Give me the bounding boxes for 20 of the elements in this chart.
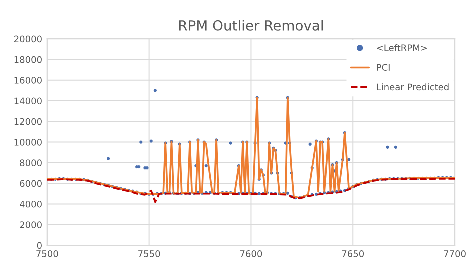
y-tick-label: 2000 bbox=[20, 222, 42, 228]
y-tick-label: 4000 bbox=[20, 200, 42, 208]
y-tick-label: 10000 bbox=[14, 139, 42, 146]
x-tick-label: 7700 bbox=[444, 250, 466, 258]
chart-title: RPM Outlier Removal bbox=[179, 20, 324, 31]
y-tick-label: 20000 bbox=[14, 36, 42, 43]
legend-label: <LeftRPM> bbox=[377, 44, 427, 52]
x-tick-label: 7500 bbox=[36, 250, 58, 258]
y-tick-label: 0 bbox=[37, 242, 42, 250]
legend-label: PCI bbox=[377, 64, 390, 72]
y-tick-label: 8000 bbox=[20, 160, 42, 166]
y-tick-label: 12000 bbox=[14, 118, 42, 126]
legend-label: Linear Predicted bbox=[377, 84, 449, 91]
y-tick-label: 16000 bbox=[14, 77, 42, 84]
x-tick-label: 7600 bbox=[240, 250, 262, 258]
y-tick-label: 6000 bbox=[20, 180, 42, 188]
x-tick-label: 7650 bbox=[342, 250, 364, 258]
y-tick-label: 14000 bbox=[14, 98, 42, 105]
y-tick-label: 18000 bbox=[14, 56, 42, 64]
x-tick-label: 7550 bbox=[138, 250, 160, 258]
